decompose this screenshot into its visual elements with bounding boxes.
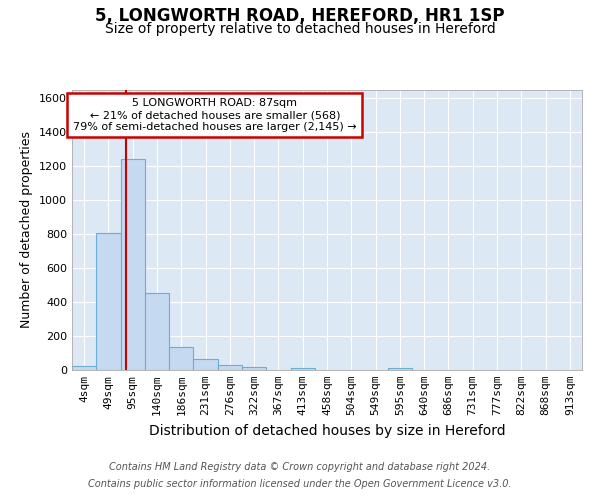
- Text: 5 LONGWORTH ROAD: 87sqm
← 21% of detached houses are smaller (568)
79% of semi-d: 5 LONGWORTH ROAD: 87sqm ← 21% of detache…: [73, 98, 356, 132]
- Text: Contains HM Land Registry data © Crown copyright and database right 2024.: Contains HM Land Registry data © Crown c…: [109, 462, 491, 472]
- Bar: [218, 366, 242, 370]
- Text: Contains public sector information licensed under the Open Government Licence v3: Contains public sector information licen…: [88, 479, 512, 489]
- Y-axis label: Number of detached properties: Number of detached properties: [20, 132, 34, 328]
- Bar: [145, 294, 169, 370]
- Bar: [388, 368, 412, 370]
- Bar: [72, 366, 96, 370]
- Bar: [242, 368, 266, 370]
- Text: Size of property relative to detached houses in Hereford: Size of property relative to detached ho…: [104, 22, 496, 36]
- Bar: [96, 233, 121, 370]
- Bar: [193, 360, 218, 370]
- Bar: [290, 368, 315, 370]
- Bar: [121, 158, 145, 370]
- Bar: [169, 347, 193, 370]
- X-axis label: Distribution of detached houses by size in Hereford: Distribution of detached houses by size …: [149, 424, 505, 438]
- Text: 5, LONGWORTH ROAD, HEREFORD, HR1 1SP: 5, LONGWORTH ROAD, HEREFORD, HR1 1SP: [95, 8, 505, 26]
